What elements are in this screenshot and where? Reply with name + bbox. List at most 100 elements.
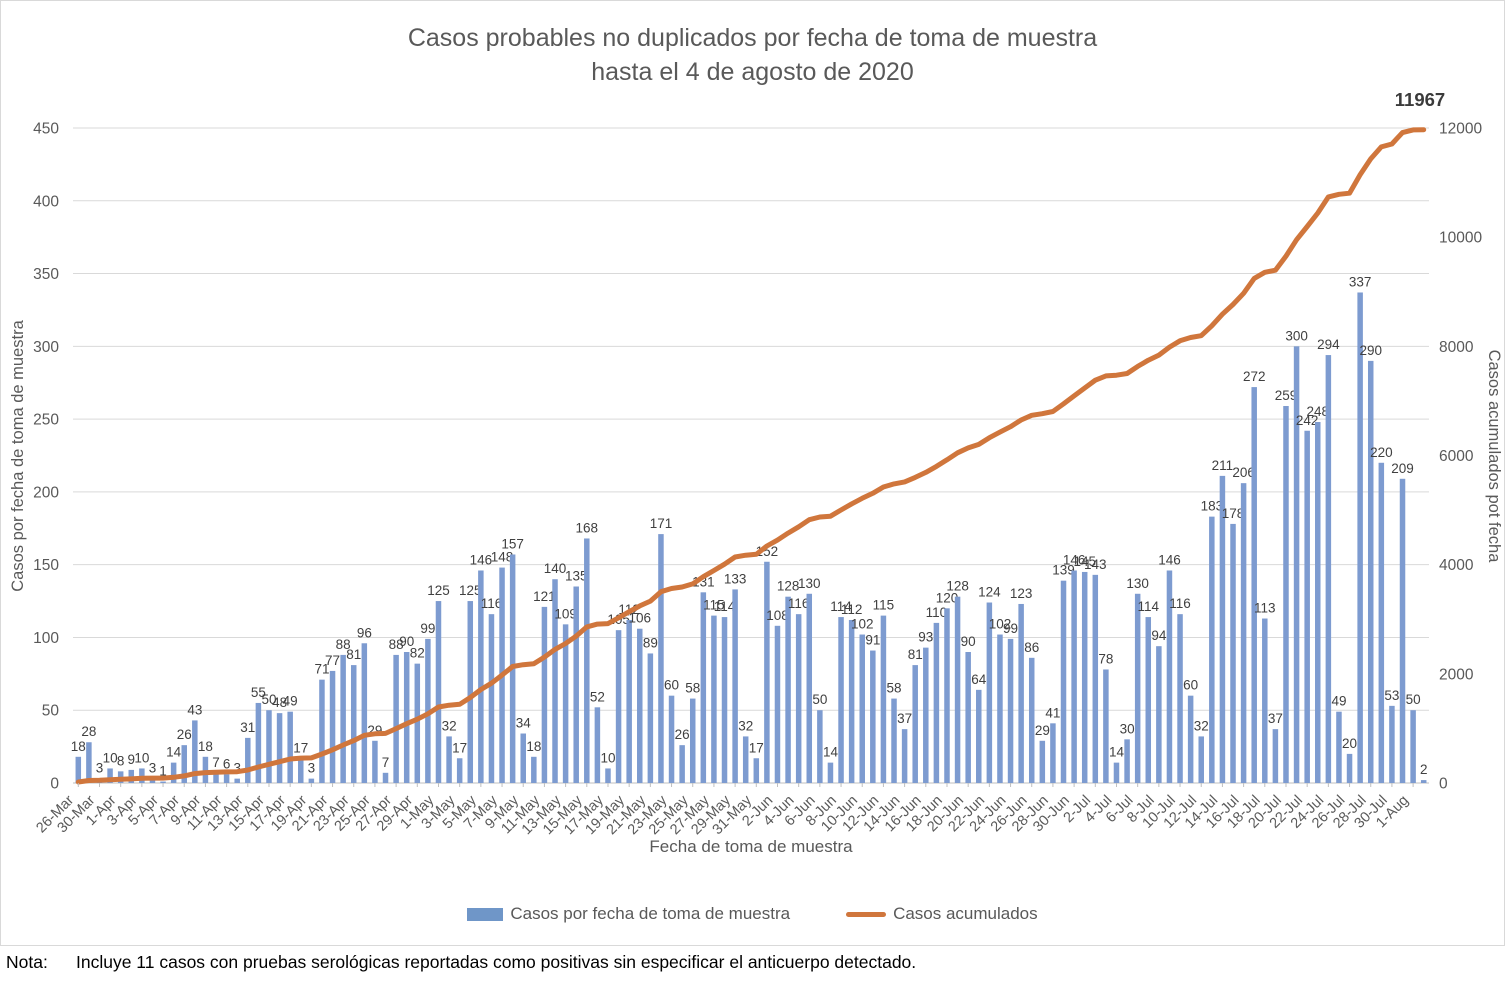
bar-value-label: 32	[442, 718, 457, 733]
bar	[202, 756, 209, 783]
bar-value-label: 148	[491, 550, 514, 565]
bar	[933, 622, 940, 783]
bar	[817, 710, 823, 783]
bar-value-label: 90	[961, 634, 976, 649]
bar-value-label: 88	[389, 637, 404, 652]
bar-value-label: 78	[1098, 651, 1113, 666]
bar	[1293, 346, 1300, 783]
bar-value-label: 120	[936, 590, 959, 605]
bar	[1283, 406, 1289, 783]
bar	[1251, 387, 1257, 783]
bar-value-label: 71	[314, 662, 329, 677]
left-axis-tick-label: 200	[33, 484, 59, 501]
bar	[785, 596, 791, 783]
left-axis-tick-label: 0	[50, 776, 59, 793]
bar-value-label: 3	[149, 761, 157, 776]
footnote-text: Incluye 11 casos con pruebas serológicas…	[76, 952, 917, 972]
bar-value-label: 157	[501, 536, 524, 551]
bar	[1166, 570, 1173, 783]
bar-value-label: 116	[1169, 596, 1191, 611]
bar	[753, 758, 760, 783]
bar-value-label: 96	[357, 625, 372, 640]
bar	[562, 624, 569, 783]
bar	[584, 538, 590, 783]
bar-value-label: 183	[1201, 499, 1224, 514]
bar-value-label: 18	[526, 739, 541, 754]
bar	[1156, 646, 1162, 783]
bar-value-label: 145	[1073, 554, 1096, 569]
bar-value-label: 146	[470, 552, 493, 567]
cumulative-line-series	[75, 127, 1427, 785]
left-axis-tick-label: 250	[33, 412, 59, 429]
bar-value-label: 113	[1254, 601, 1276, 616]
bar-value-label: 300	[1285, 328, 1308, 343]
bar	[658, 534, 664, 783]
bar-value-label: 32	[738, 718, 753, 733]
right-axis-title: Casos acumulados pot fecha	[1485, 350, 1503, 564]
right-axis-tick-label: 4000	[1439, 557, 1474, 574]
legend: Casos por fecha de toma de muestra Casos…	[1, 904, 1504, 924]
bar	[350, 665, 357, 783]
bar	[245, 737, 251, 783]
bar	[954, 596, 961, 783]
bar	[1092, 574, 1099, 783]
right-axis-tick-label: 6000	[1439, 448, 1474, 465]
bar	[848, 619, 855, 783]
bar-value-label: 209	[1391, 461, 1414, 476]
bar	[1357, 292, 1363, 783]
bar-value-label: 242	[1296, 413, 1319, 428]
left-axis-tick-label: 150	[33, 557, 59, 574]
bar-value-label: 29	[1035, 723, 1050, 738]
bar-value-label: 14	[823, 745, 839, 760]
right-axis-tick-label: 0	[1439, 776, 1448, 793]
bar-value-label: 128	[777, 579, 800, 594]
bar	[870, 650, 876, 783]
bar	[1389, 705, 1395, 783]
gridlines	[73, 127, 1429, 784]
bar-value-label: 3	[233, 761, 241, 776]
bar	[1410, 710, 1416, 783]
bar-value-label: 211	[1212, 458, 1234, 473]
bar-value-label: 34	[516, 716, 532, 731]
bar-value-label: 28	[81, 724, 96, 739]
bar-value-label: 171	[650, 516, 673, 531]
cumulative-total-label: 11967	[1395, 89, 1445, 110]
bar	[923, 647, 929, 783]
bar-value-label: 26	[177, 727, 192, 742]
bar-value-label: 116	[481, 596, 503, 611]
bar-value-label: 168	[576, 520, 599, 535]
bar	[573, 586, 579, 783]
bar	[488, 614, 495, 783]
bar-value-label: 290	[1359, 343, 1382, 358]
bar-value-label: 17	[749, 740, 764, 755]
bar-value-label: 20	[1342, 736, 1357, 751]
bar-value-label: 10	[600, 750, 615, 765]
bar-value-label: 17	[452, 740, 467, 755]
bar	[1399, 478, 1406, 783]
bar	[626, 619, 632, 783]
bar	[679, 745, 685, 783]
x-axis-title: Fecha de toma de muestra	[649, 837, 853, 856]
bar	[287, 711, 293, 783]
bar	[1230, 523, 1236, 783]
cumulative-line	[75, 127, 1427, 785]
bar	[1367, 360, 1374, 783]
bar-value-label: 116	[788, 596, 810, 611]
bar-value-label: 109	[554, 606, 577, 621]
bar	[742, 736, 749, 783]
bar-value-label: 106	[629, 611, 652, 626]
bar-value-label: 8	[117, 753, 125, 768]
footnote-label: Nota:	[6, 952, 48, 972]
bar	[1262, 618, 1268, 783]
bar	[859, 634, 865, 783]
bar	[1050, 723, 1056, 783]
chart-area: Casos probables no duplicados por fecha …	[0, 0, 1505, 946]
bar	[1219, 475, 1226, 783]
bar-value-label: 146	[1063, 552, 1086, 567]
bar	[689, 698, 696, 783]
bar-value-label: 3	[308, 761, 316, 776]
bar	[1378, 462, 1385, 783]
left-axis-tick-label: 100	[33, 630, 59, 647]
bar-value-label: 14	[1109, 745, 1125, 760]
